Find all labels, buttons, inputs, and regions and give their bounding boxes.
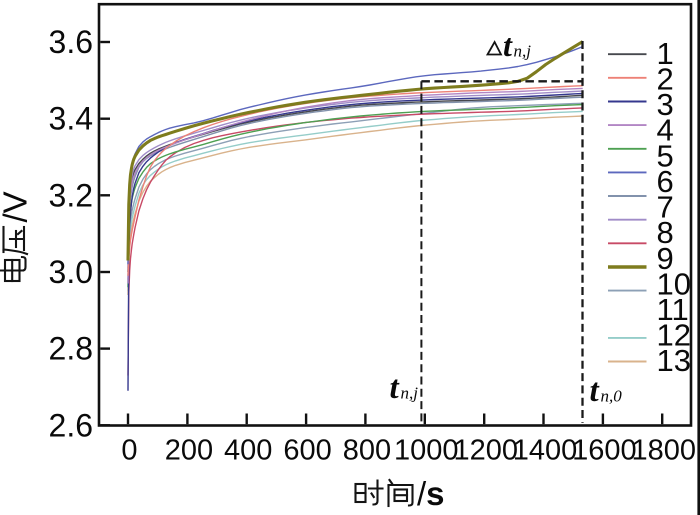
svg-text:t: t <box>503 27 513 63</box>
svg-text:n,j: n,j <box>514 42 532 61</box>
svg-text:n,j: n,j <box>401 384 419 403</box>
svg-text:3.4: 3.4 <box>49 101 93 137</box>
svg-text:/s: /s <box>417 475 445 512</box>
svg-text:400: 400 <box>224 435 272 467</box>
svg-text:1800: 1800 <box>631 435 696 467</box>
svg-text:11: 11 <box>657 292 689 327</box>
svg-text:12: 12 <box>657 318 691 353</box>
svg-text:200: 200 <box>165 435 213 467</box>
svg-text:t: t <box>390 370 400 406</box>
svg-text:1000: 1000 <box>394 435 459 467</box>
svg-text:1: 1 <box>657 36 674 71</box>
svg-text:8: 8 <box>657 215 674 250</box>
svg-text:0: 0 <box>121 435 137 467</box>
svg-text:1600: 1600 <box>572 435 637 467</box>
svg-text:4: 4 <box>657 113 674 148</box>
svg-text:2.8: 2.8 <box>49 331 93 367</box>
svg-text:n,0: n,0 <box>601 387 623 406</box>
svg-text:/V: /V <box>0 191 34 222</box>
svg-text:2.6: 2.6 <box>49 407 93 443</box>
svg-text:7: 7 <box>657 190 674 225</box>
svg-text:10: 10 <box>657 266 691 301</box>
svg-text:6: 6 <box>657 164 674 199</box>
svg-text:9: 9 <box>657 241 674 276</box>
svg-text:5: 5 <box>657 138 674 173</box>
svg-text:3: 3 <box>657 87 674 122</box>
svg-text:2: 2 <box>657 62 674 97</box>
svg-text:600: 600 <box>283 435 331 467</box>
svg-text:3.6: 3.6 <box>49 24 93 60</box>
svg-text:800: 800 <box>343 435 391 467</box>
svg-text:3.2: 3.2 <box>49 177 93 213</box>
svg-text:1200: 1200 <box>453 435 518 467</box>
svg-text:1400: 1400 <box>513 435 578 467</box>
svg-text:13: 13 <box>657 343 691 378</box>
svg-text:t: t <box>590 373 600 409</box>
svg-text:3.0: 3.0 <box>49 254 93 290</box>
